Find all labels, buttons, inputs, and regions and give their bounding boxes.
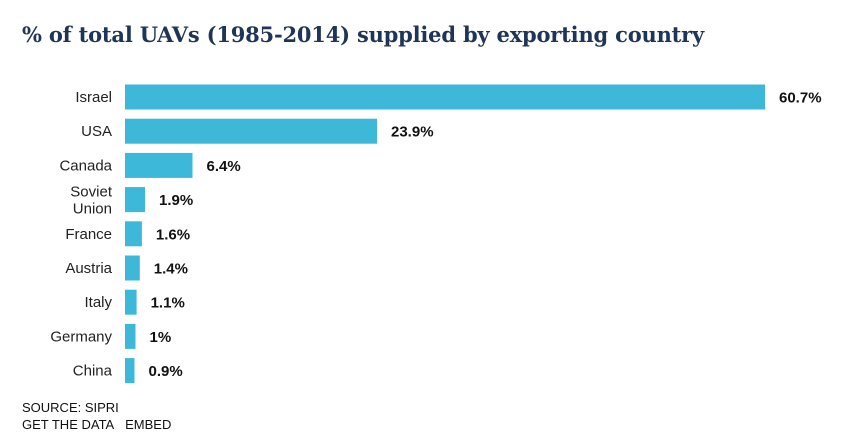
category-label-usa: USA: [81, 123, 112, 140]
category-label-israel: Israel: [75, 89, 112, 106]
category-label-soviet-union: Soviet Union: [70, 184, 113, 218]
bar-china: [125, 358, 135, 384]
category-label-austria: Austria: [65, 260, 112, 277]
value-label-france: 1.6%: [156, 226, 190, 243]
value-label-usa: 23.9%: [391, 124, 434, 141]
bar-italy: [125, 289, 137, 315]
bar-canada: [125, 152, 193, 178]
category-label-italy: Italy: [84, 294, 112, 311]
category-label-china: China: [73, 363, 113, 380]
source-note: SOURCE: SIPRI: [22, 400, 119, 415]
category-label-canada: Canada: [59, 157, 112, 174]
footer-links: GET THE DATA EMBED: [22, 417, 171, 432]
value-label-germany: 1%: [150, 329, 172, 346]
value-label-china: 0.9%: [149, 363, 183, 380]
embed-link[interactable]: EMBED: [125, 417, 172, 432]
value-label-italy: 1.1%: [151, 295, 185, 312]
bar-usa: [125, 118, 377, 144]
value-label-soviet-union: 1.9%: [159, 192, 193, 209]
category-label-france: France: [65, 226, 112, 243]
bar-germany: [125, 323, 136, 349]
bar-israel: [125, 84, 765, 110]
value-label-austria: 1.4%: [154, 261, 188, 278]
bar-soviet-union: [125, 187, 145, 213]
bar-france: [125, 221, 142, 247]
chart-title: % of total UAVs (1985-2014) supplied by …: [22, 22, 705, 47]
value-label-israel: 60.7%: [779, 90, 822, 107]
value-label-canada: 6.4%: [207, 158, 241, 175]
bar-austria: [125, 255, 140, 281]
get-the-data-link[interactable]: GET THE DATA: [22, 417, 114, 432]
category-label-germany: Germany: [50, 328, 112, 345]
